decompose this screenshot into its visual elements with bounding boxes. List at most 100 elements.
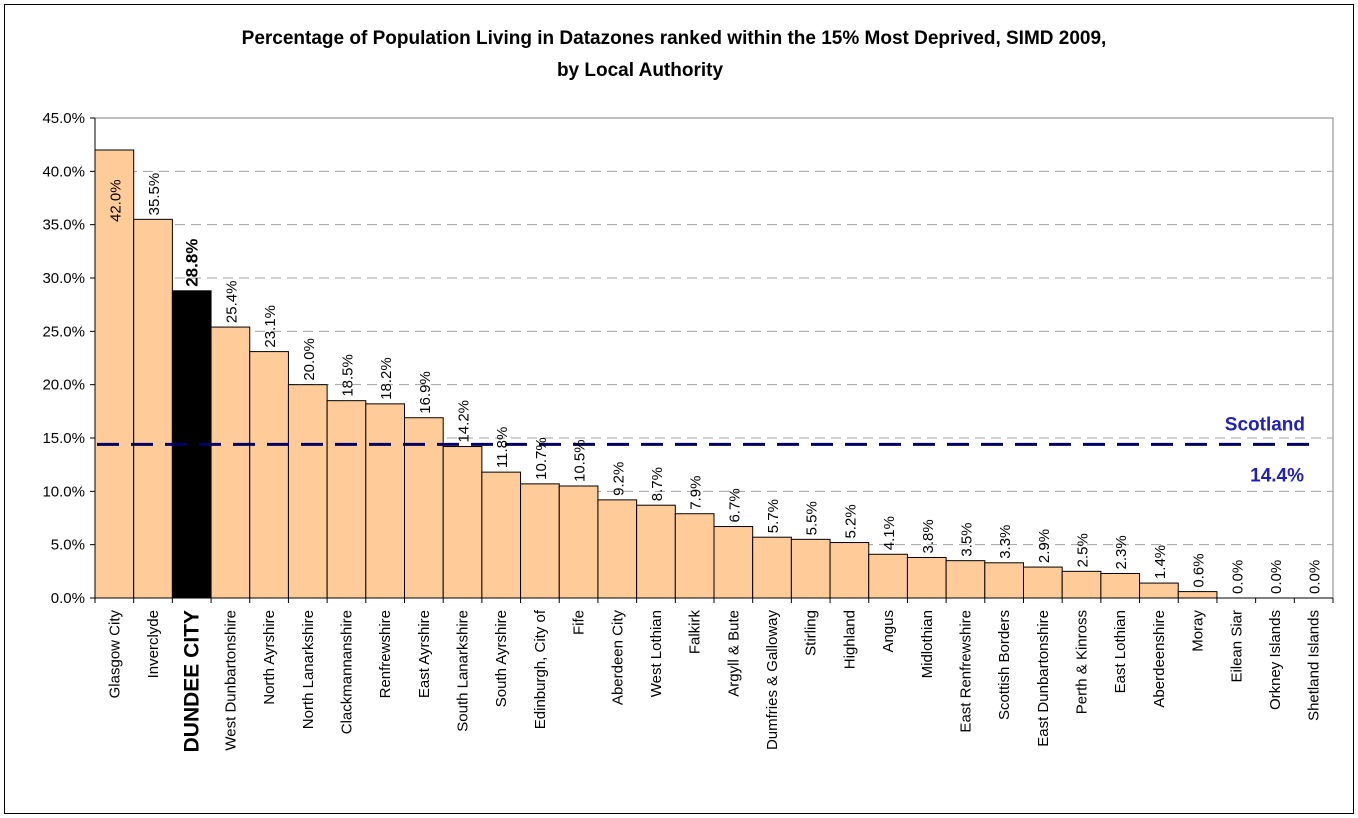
category-label: Glasgow City [106,610,123,699]
bar [1177,591,1218,599]
category-label: Eilean Siar [1228,610,1245,683]
bar [210,326,251,599]
y-tick-label: 40.0% [42,163,85,180]
data-label: 4.1% [881,516,898,550]
category-label: West Lothian [648,610,665,697]
category-label: Scottish Borders [996,610,1013,720]
data-label: 6.7% [726,488,743,522]
data-label: 20.0% [301,338,318,381]
data-label: 10.7% [533,437,550,480]
category-label: Aberdeen City [609,610,626,706]
data-label: 16.9% [417,371,434,414]
bar [829,542,870,599]
category-label: South Ayrshire [493,610,510,707]
data-label: 18.2% [378,357,395,400]
data-label: 18.5% [339,354,356,397]
data-label: 2.3% [1113,535,1130,569]
category-label: North Ayrshire [261,610,278,705]
y-tick-label: 10.0% [42,483,85,500]
data-label: 7.9% [688,476,705,510]
data-label: 5.7% [765,499,782,533]
data-label: 42.0% [107,179,124,222]
data-label: 3.3% [997,525,1014,559]
category-label: Highland [841,610,858,669]
bar [1023,566,1063,599]
data-label: 0.6% [1191,553,1208,587]
data-label: 11.8% [494,427,511,468]
data-label: 3.5% [958,522,975,556]
bar [906,556,947,599]
category-label: DUNDEE CITY [181,610,204,752]
bar [984,562,1024,599]
category-label: South Lanarkshire [455,610,472,732]
data-label: 28.8% [183,239,202,287]
bar [1139,582,1179,599]
category-label: Edinburgh, City of [532,609,549,729]
bar [249,351,289,599]
bar [713,526,754,599]
y-tick-label: 45.0% [42,110,85,127]
category-label: East Ayrshire [416,610,433,698]
bar [481,471,522,599]
data-label: 5.2% [842,504,859,538]
y-tick-label: 15.0% [42,430,85,447]
chart-subtitle: by Local Authority [557,60,724,81]
scotland-label: Scotland [1225,414,1305,435]
data-label: 0.0% [1307,560,1324,594]
data-label: 0.0% [1229,560,1246,594]
bar [1061,570,1102,599]
category-label: Perth & Kinross [1074,610,1091,714]
bar [558,485,599,599]
data-label: 23.1% [262,305,279,348]
data-label: 2.5% [1075,533,1092,567]
category-label: East Renfrewshire [957,610,974,733]
data-label: 8.7% [649,467,666,501]
y-tick-label: 25.0% [42,323,85,340]
data-label: 9.2% [610,462,627,496]
data-label: 2.9% [1036,529,1053,563]
category-label: East Lothian [1112,610,1129,693]
bar [520,483,560,599]
data-label: 5.5% [804,501,821,535]
bar [752,536,792,599]
bar [442,446,483,599]
y-tick-label: 5.0% [51,537,85,554]
category-label: North Lanarkshire [300,610,317,729]
bar [945,560,986,599]
bar [404,417,444,599]
bar [597,499,638,599]
data-label: 14.2% [456,400,473,443]
data-label: 1.4% [1152,545,1169,579]
data-label: 10.5% [572,439,589,482]
category-label: Moray [1190,610,1207,652]
category-label: Shetland Islands [1306,610,1323,721]
category-label: Inverclyde [145,610,162,678]
bar [287,384,328,599]
category-label: Midlothian [919,610,936,678]
category-label: Falkirk [687,610,704,655]
data-label: 3.8% [920,519,937,553]
y-tick-label: 20.0% [42,377,85,394]
category-label: Argyll & Bute [725,610,742,697]
bar [790,538,831,599]
bar [133,218,173,599]
bar [674,513,715,599]
bar [1100,572,1141,599]
chart-title: Percentage of Population Living in Dataz… [242,28,1107,49]
data-label: 35.5% [146,173,163,216]
y-tick-label: 30.0% [42,270,85,287]
category-label: Renfrewshire [377,610,394,698]
bar [365,403,405,599]
category-label: West Dunbartonshire [222,610,239,751]
bar [326,400,367,599]
y-tick-label: 0.0% [51,590,85,607]
data-label: 0.0% [1268,560,1285,594]
y-tick-label: 35.0% [42,217,85,234]
scotland-value-label: 14.4% [1250,465,1304,486]
category-label: Orkney Islands [1267,610,1284,710]
category-label: East Dunbartonshire [1035,610,1052,747]
plot-area: 0.0% 5.0% 10.0% 15.0% 20.0% 25.0% 30.0% 35.0% 40… [42,110,1334,752]
bar [94,149,135,599]
bar [868,553,908,599]
